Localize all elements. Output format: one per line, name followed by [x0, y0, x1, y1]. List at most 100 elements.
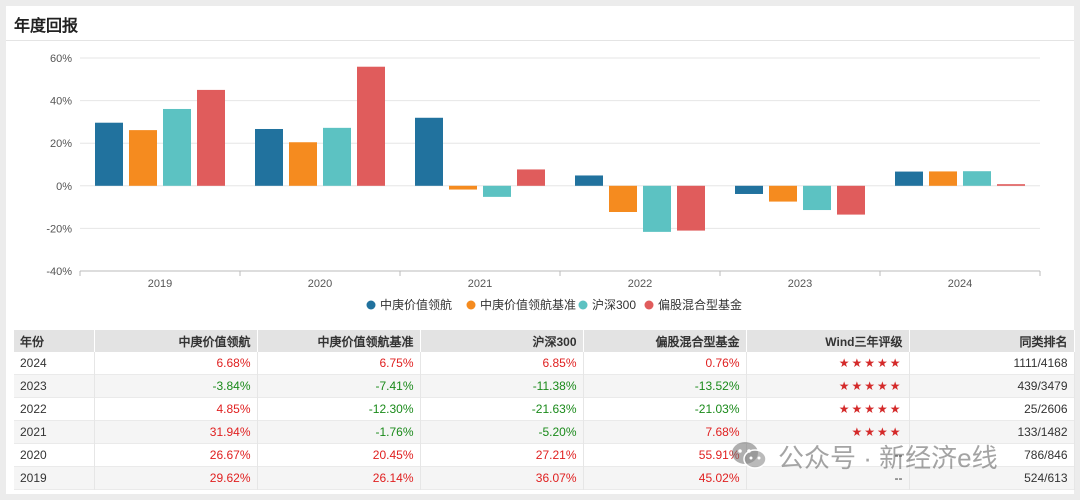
bar[interactable]: [997, 184, 1025, 186]
cell-hs300: -11.38%: [420, 374, 584, 398]
col-header-rank[interactable]: 同类排名: [909, 330, 1075, 352]
y-tick-label: -40%: [46, 266, 72, 278]
cell-hs300: 6.85%: [420, 352, 584, 375]
title-bar: 年度回报: [6, 6, 1074, 41]
cell-rating: --: [746, 466, 910, 490]
cell-avg: 7.68%: [583, 420, 747, 444]
cell-fund: 4.85%: [94, 397, 258, 421]
legend-marker: [644, 300, 654, 310]
wechat-icon: [732, 442, 767, 469]
cell-bench: 26.14%: [257, 466, 421, 490]
table-row[interactable]: 2020 26.67% 20.45% 27.21% 55.91% -- 786/846: [14, 443, 1075, 467]
bar[interactable]: [255, 128, 283, 186]
bar[interactable]: [735, 185, 763, 194]
bar[interactable]: [609, 185, 637, 212]
legend-label: 中庚价值领航基准: [480, 297, 576, 312]
x-tick-label: 2022: [628, 278, 652, 290]
x-tick-label: 2019: [148, 278, 172, 290]
cell-rank: 524/613: [909, 466, 1075, 490]
annual-return-chart: -40% -20% 0% 20% 40% 60% 2019 2020 2021 2022 2023…: [46, 53, 1041, 312]
cell-avg: -13.52%: [583, 374, 747, 398]
x-tick-label: 2021: [468, 278, 492, 290]
cell-rating: --: [746, 443, 910, 467]
col-header-hs300[interactable]: 沪深300: [420, 330, 584, 352]
legend-item[interactable]: 中庚价值领航基准: [466, 297, 577, 312]
bar[interactable]: [517, 169, 545, 186]
cell-rank: 25/2606: [909, 397, 1075, 421]
cell-year: 2021: [14, 420, 95, 444]
bar[interactable]: [803, 185, 831, 211]
legend-marker: [366, 300, 376, 310]
chart-legend[interactable]: 中庚价值领航 中庚价值领航基准 沪深300 偏股混合型基金: [366, 297, 743, 312]
bar[interactable]: [769, 185, 797, 202]
cell-fund: 31.94%: [94, 420, 258, 444]
bar[interactable]: [963, 171, 991, 186]
cell-fund: 6.68%: [94, 352, 258, 375]
col-header-category-avg[interactable]: 偏股混合型基金: [583, 330, 747, 352]
y-tick-label: 60%: [50, 53, 72, 65]
annual-return-table-wrap: 年份 中庚价值领航 中庚价值领航基准 沪深300 偏股混合型基金 Wind三年评…: [14, 330, 1075, 490]
bar[interactable]: [197, 89, 225, 186]
bar[interactable]: [449, 185, 477, 190]
legend-item[interactable]: 偏股混合型基金: [644, 297, 743, 312]
x-axis: 2019 2020 2021 2022 2023 2024: [79, 270, 1041, 290]
cell-rating: ★★★★★: [746, 397, 910, 421]
table-body: 2024 6.68% 6.75% 6.85% 0.76% ★★★★★ 1111/4168 20…: [14, 352, 1075, 490]
legend-label: 偏股混合型基金: [658, 297, 742, 312]
cell-hs300: 27.21%: [420, 443, 584, 467]
table-row[interactable]: 2024 6.68% 6.75% 6.85% 0.76% ★★★★★ 1111/4168: [14, 352, 1075, 375]
cell-rating: ★★★★: [746, 420, 910, 444]
cell-hs300: -5.20%: [420, 420, 584, 444]
watermark: 公众号 · 新经济e线: [730, 436, 998, 476]
bar[interactable]: [357, 66, 385, 186]
y-tick-label: 20%: [50, 138, 72, 150]
col-header-year[interactable]: 年份: [14, 330, 95, 352]
bar[interactable]: [163, 108, 191, 186]
legend-marker: [466, 300, 476, 310]
cell-hs300: -21.63%: [420, 397, 584, 421]
x-tick-label: 2020: [308, 278, 332, 290]
cell-fund: 29.62%: [94, 466, 258, 490]
bar[interactable]: [929, 171, 957, 186]
y-tick-label: 0%: [56, 181, 72, 193]
col-header-fund[interactable]: 中庚价值领航: [94, 330, 258, 352]
cell-fund: 26.67%: [94, 443, 258, 467]
cell-bench: -1.76%: [257, 420, 421, 444]
bar[interactable]: [323, 127, 351, 186]
cell-year: 2022: [14, 397, 95, 421]
table-row[interactable]: 2022 4.85% -12.30% -21.63% -21.03% ★★★★★ 25/26…: [14, 397, 1075, 421]
cell-avg: 55.91%: [583, 443, 747, 467]
bar[interactable]: [643, 185, 671, 232]
bar[interactable]: [289, 142, 317, 186]
table-row[interactable]: 2021 31.94% -1.76% -5.20% 7.68% ★★★★ 133/1482: [14, 420, 1075, 444]
y-axis-labels: -40% -20% 0% 20% 40% 60%: [46, 53, 72, 278]
col-header-rating[interactable]: Wind三年评级: [746, 330, 910, 352]
bar[interactable]: [95, 122, 123, 186]
cell-avg: 45.02%: [583, 466, 747, 490]
cell-hs300: 36.07%: [420, 466, 584, 490]
watermark-text: 公众号 · 新经济e线: [778, 442, 998, 473]
cell-fund: -3.84%: [94, 374, 258, 398]
bar[interactable]: [483, 185, 511, 197]
bar[interactable]: [129, 130, 157, 186]
legend-item[interactable]: 沪深300: [578, 298, 637, 312]
col-header-benchmark[interactable]: 中庚价值领航基准: [257, 330, 421, 352]
bar[interactable]: [575, 175, 603, 186]
table-row[interactable]: 2019 29.62% 26.14% 36.07% 45.02% -- 524/613: [14, 466, 1075, 490]
cell-avg: 0.76%: [583, 352, 747, 375]
cell-bench: -7.41%: [257, 374, 421, 398]
table-row[interactable]: 2023 -3.84% -7.41% -11.38% -13.52% ★★★★★ 439/3…: [14, 374, 1075, 398]
cell-rating: ★★★★★: [746, 374, 910, 398]
panel-title: 年度回报: [14, 18, 79, 35]
y-tick-label: 40%: [50, 96, 72, 108]
legend-marker: [578, 300, 588, 310]
cell-year: 2019: [14, 466, 95, 490]
bar[interactable]: [837, 185, 865, 215]
bar[interactable]: [895, 171, 923, 186]
cell-rank: 1111/4168: [909, 352, 1075, 375]
bar[interactable]: [677, 185, 705, 231]
legend-item[interactable]: 中庚价值领航: [366, 297, 453, 312]
bar[interactable]: [415, 117, 443, 186]
cell-year: 2024: [14, 352, 95, 375]
cell-rank: 439/3479: [909, 374, 1075, 398]
